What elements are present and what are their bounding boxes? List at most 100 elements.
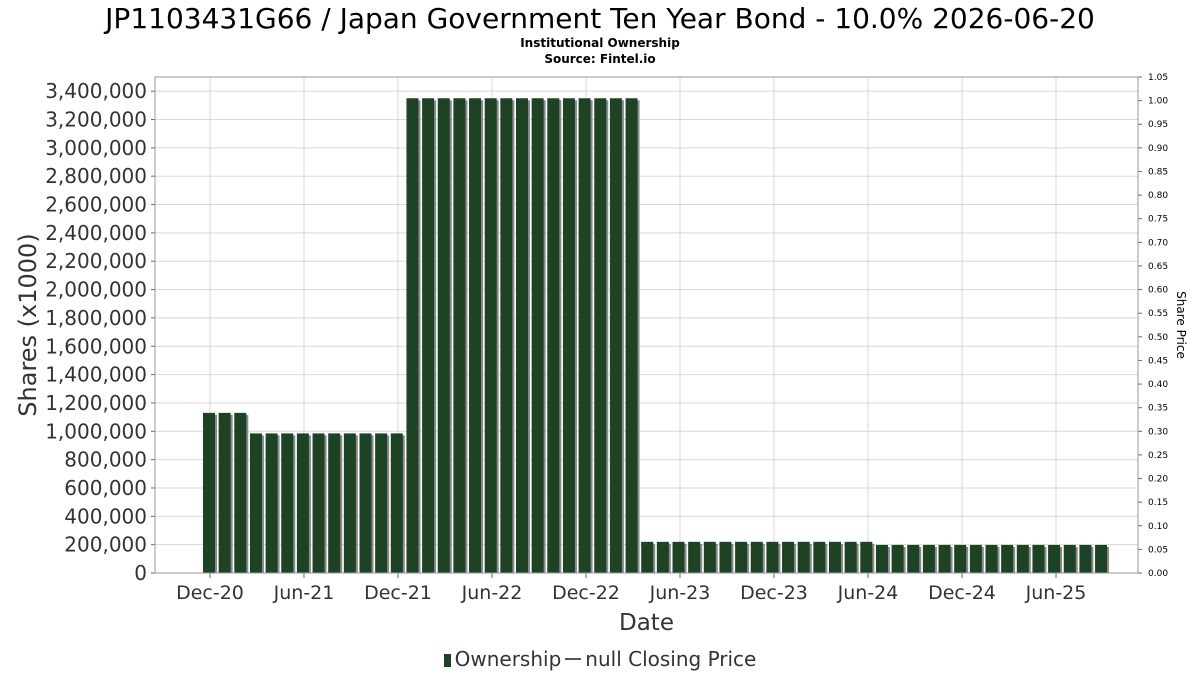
ownership-bar [531, 98, 544, 573]
y2-tick-label: 0.40 [1148, 380, 1168, 390]
y2-tick-label: 0.15 [1148, 498, 1168, 508]
plot-frame [154, 76, 1139, 574]
ownership-bar [750, 541, 763, 573]
ownership-bar [797, 541, 810, 573]
y2-tick-label: 0.55 [1148, 309, 1168, 319]
grid-layer [154, 76, 1139, 574]
ownership-bar [922, 544, 935, 573]
y-tick-label: 2,200,000 [45, 249, 147, 273]
chart-subtitle-ownership: Institutional Ownership [520, 36, 680, 50]
ownership-bar [1001, 544, 1014, 573]
ownership-bar [1016, 544, 1029, 573]
ownership-bar [265, 433, 278, 573]
ownership-bar [1032, 544, 1045, 573]
y2-tick-label: 0.35 [1148, 404, 1168, 414]
x-axis-label: Date [619, 610, 674, 636]
x-tick-label: Dec-21 [364, 582, 432, 604]
bars-layer [203, 98, 1110, 573]
x-tick-label: Dec-24 [928, 582, 996, 604]
price-legend-label: null Closing Price [585, 647, 757, 671]
ownership-bar [954, 544, 967, 573]
ownership-legend-swatch [443, 654, 451, 667]
y-tick-label: 2,400,000 [45, 221, 147, 245]
y2-tick-label: 0.30 [1148, 427, 1168, 437]
y2-tick-label: 1.05 [1148, 73, 1168, 83]
ownership-bar [422, 98, 435, 573]
ownership-bar [625, 98, 638, 573]
y2-tick-label: 0.20 [1148, 475, 1168, 485]
x-tick-label: Jun-25 [1025, 582, 1087, 604]
axis-layer: 0 200,000 400,000 600,000 800,000 1,000,000 1,… [14, 73, 1188, 636]
y-tick-label: 400,000 [64, 504, 147, 528]
ownership-bar [312, 433, 325, 573]
y2-tick-label: 0.10 [1148, 522, 1168, 532]
y2-tick-label: 0.25 [1148, 451, 1168, 461]
x-tick-label: Jun-24 [837, 582, 899, 604]
ownership-bar [547, 98, 560, 573]
y-tick-label: 0 [134, 561, 147, 585]
ownership-bar [234, 412, 247, 573]
ownership-bar [281, 433, 294, 573]
y2-tick-label: 0.65 [1148, 262, 1168, 272]
ownership-bar [578, 98, 591, 573]
y-tick-label: 1,600,000 [45, 334, 147, 358]
y-tick-label: 2,800,000 [45, 164, 147, 188]
ownership-bar [969, 544, 982, 573]
x-tick-label: Jun-23 [649, 582, 711, 604]
y2-tick-label: 0.00 [1148, 569, 1168, 579]
ownership-bar [390, 433, 403, 573]
y2-tick-label: 0.85 [1148, 167, 1168, 177]
y-tick-label: 3,000,000 [45, 136, 147, 160]
ownership-bar [203, 412, 215, 573]
chart-legend: Ownership null Closing Price [0, 647, 1200, 671]
ownership-bar [844, 541, 857, 573]
y-tick-label: 600,000 [64, 476, 147, 500]
ownership-bar [594, 98, 607, 573]
x-tick-label: Dec-22 [552, 582, 620, 604]
ownership-bar [656, 541, 669, 573]
price-legend-line [565, 658, 582, 660]
y-tick-label: 2,000,000 [45, 278, 147, 302]
ownership-bar [829, 541, 841, 573]
ownership-bar [1095, 544, 1108, 573]
y2-tick-label: 0.05 [1148, 545, 1168, 555]
x-tick-label: Jun-21 [273, 582, 335, 604]
ownership-bar [562, 98, 575, 573]
x-tick-label: Dec-20 [176, 582, 244, 604]
y-tick-label: 1,000,000 [45, 419, 147, 443]
y-tick-label: 1,800,000 [45, 306, 147, 330]
ownership-bar [406, 98, 419, 573]
ownership-bar [1063, 544, 1076, 573]
ownership-bar [688, 541, 701, 573]
ownership-bar [938, 544, 951, 573]
y2-tick-label: 0.95 [1148, 120, 1168, 130]
y-axis-label: Shares (x1000) [14, 233, 42, 416]
ownership-bar [359, 433, 372, 573]
ownership-bar [296, 433, 309, 573]
chart-title: JP1103431G66 / Japan Government Ten Year… [105, 2, 1095, 35]
ownership-bar [719, 541, 732, 573]
ownership-bar [516, 98, 528, 573]
ownership-bar [218, 412, 231, 573]
ownership-bar [672, 541, 685, 573]
y-tick-label: 3,200,000 [45, 108, 147, 132]
ownership-bar [703, 541, 716, 573]
ownership-bar [891, 544, 904, 573]
ownership-bar [875, 544, 888, 573]
y-tick-label: 800,000 [64, 448, 147, 472]
x-tick-label: Jun-22 [461, 582, 523, 604]
y-tick-label: 1,400,000 [45, 363, 147, 387]
ownership-bar [469, 98, 482, 573]
y2-tick-label: 0.70 [1148, 238, 1168, 248]
ownership-bar [453, 98, 466, 573]
ownership-bar [860, 541, 873, 573]
ownership-bar [375, 433, 388, 573]
ownership-bar [328, 433, 341, 573]
ownership-bar [500, 98, 513, 573]
ownership-bar [766, 541, 779, 573]
ownership-bar [484, 98, 497, 573]
y2-tick-label: 1.00 [1148, 97, 1168, 107]
ownership-bar [735, 541, 748, 573]
y-tick-label: 200,000 [64, 533, 147, 557]
y2-tick-label: 0.45 [1148, 356, 1168, 366]
